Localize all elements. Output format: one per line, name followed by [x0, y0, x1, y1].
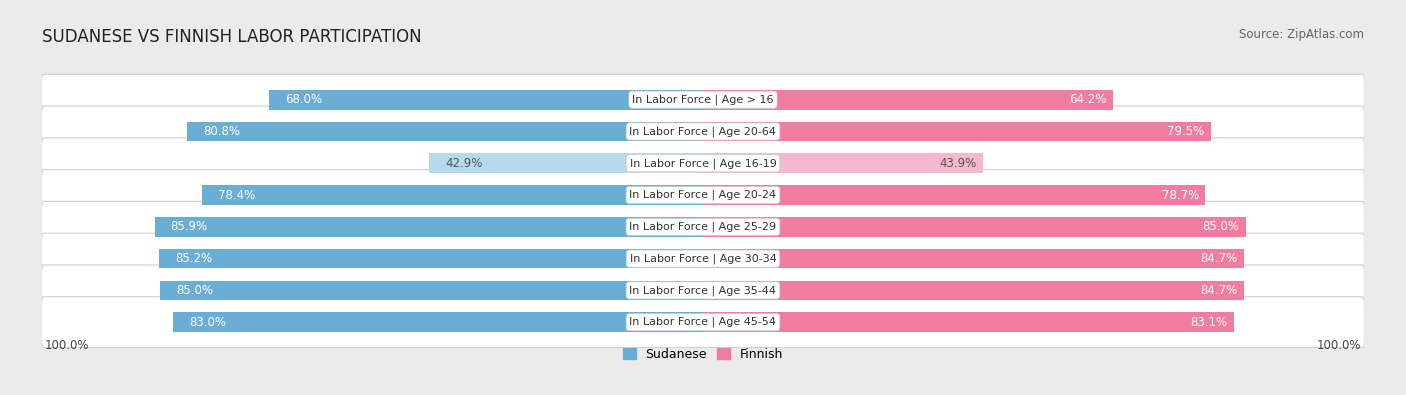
Text: In Labor Force | Age 25-29: In Labor Force | Age 25-29	[630, 222, 776, 232]
Text: In Labor Force | Age 35-44: In Labor Force | Age 35-44	[630, 285, 776, 295]
Text: 84.7%: 84.7%	[1201, 252, 1237, 265]
FancyBboxPatch shape	[42, 74, 1364, 125]
Bar	[703, 90, 1114, 109]
Bar	[187, 122, 703, 141]
Bar	[703, 153, 983, 173]
FancyBboxPatch shape	[42, 297, 1364, 348]
Text: 100.0%: 100.0%	[1317, 339, 1361, 352]
Text: 79.5%: 79.5%	[1167, 125, 1204, 138]
FancyBboxPatch shape	[42, 201, 1364, 252]
Text: In Labor Force | Age 45-54: In Labor Force | Age 45-54	[630, 317, 776, 327]
Text: 100.0%: 100.0%	[45, 339, 89, 352]
Text: In Labor Force | Age > 16: In Labor Force | Age > 16	[633, 94, 773, 105]
Text: In Labor Force | Age 20-24: In Labor Force | Age 20-24	[630, 190, 776, 200]
Text: 85.0%: 85.0%	[176, 284, 214, 297]
Legend: Sudanese, Finnish: Sudanese, Finnish	[620, 346, 786, 363]
Bar	[155, 217, 703, 237]
FancyBboxPatch shape	[42, 169, 1364, 220]
Bar	[159, 249, 703, 269]
Text: 78.7%: 78.7%	[1161, 188, 1199, 201]
FancyBboxPatch shape	[42, 106, 1364, 157]
Text: 42.9%: 42.9%	[446, 157, 482, 170]
Text: In Labor Force | Age 20-64: In Labor Force | Age 20-64	[630, 126, 776, 137]
Text: 43.9%: 43.9%	[939, 157, 977, 170]
Bar	[703, 185, 1205, 205]
Text: 78.4%: 78.4%	[218, 188, 256, 201]
Bar	[160, 280, 703, 300]
Bar	[429, 153, 703, 173]
Text: 85.0%: 85.0%	[1202, 220, 1239, 233]
Bar	[202, 185, 703, 205]
Text: 84.7%: 84.7%	[1201, 284, 1237, 297]
Bar	[703, 312, 1233, 332]
Bar	[269, 90, 703, 109]
Bar	[173, 312, 703, 332]
Text: SUDANESE VS FINNISH LABOR PARTICIPATION: SUDANESE VS FINNISH LABOR PARTICIPATION	[42, 28, 422, 46]
Text: Source: ZipAtlas.com: Source: ZipAtlas.com	[1239, 28, 1364, 41]
Text: In Labor Force | Age 16-19: In Labor Force | Age 16-19	[630, 158, 776, 169]
Text: 80.8%: 80.8%	[202, 125, 240, 138]
Bar	[703, 280, 1244, 300]
Bar	[703, 249, 1244, 269]
Text: 85.9%: 85.9%	[170, 220, 208, 233]
Text: 83.0%: 83.0%	[188, 316, 226, 329]
Text: In Labor Force | Age 30-34: In Labor Force | Age 30-34	[630, 253, 776, 264]
FancyBboxPatch shape	[42, 138, 1364, 189]
Bar	[703, 122, 1211, 141]
Bar	[703, 217, 1246, 237]
FancyBboxPatch shape	[42, 233, 1364, 284]
Text: 83.1%: 83.1%	[1189, 316, 1227, 329]
Text: 64.2%: 64.2%	[1069, 93, 1107, 106]
Text: 85.2%: 85.2%	[174, 252, 212, 265]
FancyBboxPatch shape	[42, 265, 1364, 316]
Text: 68.0%: 68.0%	[285, 93, 322, 106]
